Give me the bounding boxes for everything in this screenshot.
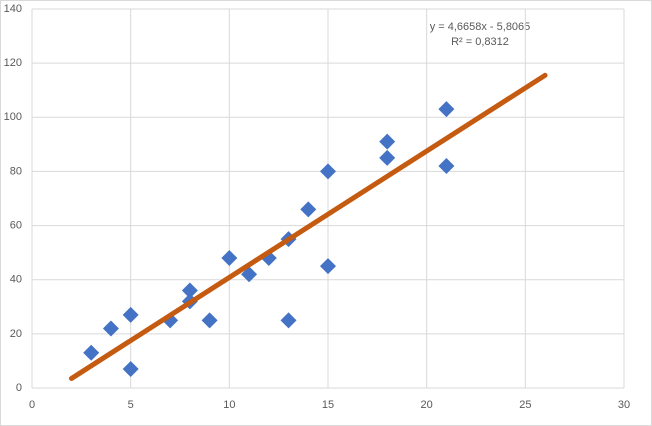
x-tick-label: 30 [618,399,630,411]
data-point [320,163,336,180]
data-point [122,361,139,378]
x-tick-label: 15 [322,399,334,411]
trendline [68,72,548,381]
data-point [300,201,317,218]
data-point [122,306,139,323]
data-point [320,258,336,275]
y-tick-label: 20 [10,328,22,340]
data-point [438,101,455,118]
data-point [379,133,396,150]
data-point [201,312,218,329]
y-tick-label: 40 [10,274,22,286]
x-tick-label: 25 [519,399,531,411]
x-tick-label: 0 [29,399,35,411]
y-tick-label: 60 [10,219,22,231]
trendline-equation: y = 4,6658x - 5,8065 [430,21,531,33]
data-point [438,158,455,175]
y-tick-label: 140 [4,3,22,15]
x-tick-label: 5 [128,399,134,411]
x-tick-label: 10 [223,399,235,411]
trendline-r-squared: R² = 0,8312 [451,36,509,48]
y-tick-label: 0 [16,382,22,394]
data-point [83,344,100,361]
x-tick-label: 20 [421,399,433,411]
y-tick-label: 120 [4,57,22,69]
data-point [379,149,396,166]
data-point [102,320,119,337]
data-point [181,282,198,299]
data-point [221,250,238,267]
y-tick-label: 100 [4,111,22,123]
y-tick-label: 80 [10,165,22,177]
data-point [280,312,297,329]
